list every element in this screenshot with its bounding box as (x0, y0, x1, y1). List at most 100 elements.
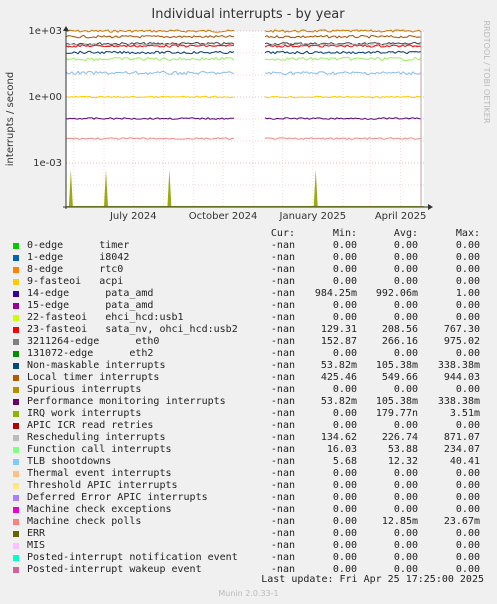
y-tick-label: 1e-03 (33, 158, 62, 169)
legend-cur-value: -nan (270, 396, 295, 407)
legend-row: Machine check exceptions -nan 0.00 0.00 0.00 (0, 504, 497, 516)
series-line (264, 117, 421, 120)
legend-max-value: 0.00 (455, 276, 480, 287)
legend-swatch (13, 303, 19, 309)
legend-max-value: 23.67m (443, 516, 480, 527)
legend-row: 131072-edge eth2 -nan 0.00 0.00 0.00 (0, 348, 497, 360)
series-line (65, 70, 235, 76)
series-spike (103, 169, 108, 207)
legend-row: Local timer interrupts -nan 425.46 549.66 94… (0, 372, 497, 384)
legend-row: 3211264-edge eth0 -nan 152.87 266.16 975.02 (0, 336, 497, 348)
legend-row: 9-fasteoi acpi -nan 0.00 0.00 0.00 (0, 276, 497, 288)
legend-cur-value: -nan (270, 240, 295, 251)
legend-swatch (13, 315, 19, 321)
legend-series-name: TLB shootdowns (27, 456, 112, 467)
legend-row: IRQ work interrupts -nan 0.00 179.77n 3.51m (0, 408, 497, 420)
legend-cur-value: -nan (270, 516, 295, 527)
legend-row: 8-edge rtc0 -nan 0.00 0.00 0.00 (0, 264, 497, 276)
series-line (264, 56, 422, 62)
legend-avg-value: 105.38m (375, 360, 418, 371)
legend-avg-value: 12.32 (387, 456, 418, 467)
legend-min-value: 0.00 (332, 504, 357, 515)
legend-swatch (13, 267, 19, 273)
legend-min-value: 53.82m (320, 360, 357, 371)
legend-row: 0-edge timer -nan 0.00 0.00 0.00 (0, 240, 497, 252)
legend-series-name: 14-edge pata_amd (27, 288, 154, 299)
y-tick-label: 1e+00 (28, 92, 62, 103)
series-line (264, 41, 422, 46)
legend-min-value: 0.00 (332, 540, 357, 551)
legend-cur-value: -nan (270, 384, 295, 395)
legend-max-value: 0.00 (455, 492, 480, 503)
header-min: Min: (332, 228, 357, 239)
legend-avg-value: 208.56 (381, 324, 418, 335)
chart-title: Individual interrupts - by year (151, 7, 345, 22)
legend-cur-value: -nan (270, 300, 295, 311)
legend-series-name: 9-fasteoi acpi (27, 276, 124, 287)
header-max: Max: (455, 228, 480, 239)
legend-row: Deferred Error APIC interrupts -nan 0.00 0.… (0, 492, 497, 504)
legend-series-name: 1-edge i8042 (27, 252, 130, 263)
legend-max-value: 234.07 (443, 444, 480, 455)
legend-series-name: 23-fasteoi sata_nv, ohci_hcd:usb2 (27, 324, 238, 335)
legend-min-value: 0.00 (332, 264, 357, 275)
legend-max-value: 0.00 (455, 468, 480, 479)
legend-max-value: 338.38m (437, 396, 480, 407)
legend-swatch (13, 423, 19, 429)
legend-swatch (13, 459, 19, 465)
legend-max-value: 0.00 (455, 540, 480, 551)
legend-series-name: Machine check exceptions (27, 504, 172, 515)
legend-min-value: 5.68 (332, 456, 357, 467)
legend-max-value: 338.38m (437, 360, 480, 371)
legend-max-value: 0.00 (455, 264, 480, 275)
legend-swatch (13, 351, 19, 357)
legend-row: 23-fasteoi sata_nv, ohci_hcd:usb2 -nan 129… (0, 324, 497, 336)
legend-swatch (13, 363, 19, 369)
legend-avg-value: 0.00 (393, 480, 418, 491)
legend-series-name: Machine check polls (27, 516, 142, 527)
legend-swatch (13, 555, 19, 561)
legend-min-value: 0.00 (332, 348, 357, 359)
legend-min-value: 984.25m (314, 288, 357, 299)
legend-min-value: 0.00 (332, 528, 357, 539)
legend-avg-value: 266.16 (381, 336, 418, 347)
legend-max-value: 0.00 (455, 348, 480, 359)
legend-avg-value: 0.00 (393, 564, 418, 575)
last-update: Last update: Fri Apr 25 17:25:00 2025 (261, 574, 484, 585)
series-line (65, 56, 235, 62)
series-line (264, 50, 422, 55)
legend-series-name: Threshold APIC interrupts (27, 480, 178, 491)
legend-swatch (13, 243, 19, 249)
legend-row: Function call interrupts -nan 16.03 53.88 23… (0, 444, 497, 456)
legend-series-name: Spurious interrupts (27, 384, 142, 395)
legend-row: Machine check polls -nan 0.00 12.85m 23.67m (0, 516, 497, 528)
legend-row: TLB shootdowns -nan 5.68 12.32 40.41 (0, 456, 497, 468)
legend-max-value: 0.00 (455, 564, 480, 575)
header-avg: Avg: (393, 228, 418, 239)
legend-row: Posted-interrupt notification event -nan 0… (0, 552, 497, 564)
legend-avg-value: 0.00 (393, 300, 418, 311)
legend-avg-value: 0.00 (393, 528, 418, 539)
legend-min-value: 129.31 (320, 324, 357, 335)
legend-series-name: Thermal event interrupts (27, 468, 172, 479)
legend-series-name: 15-edge pata_amd (27, 300, 154, 311)
legend-cur-value: -nan (270, 432, 295, 443)
legend-row: Spurious interrupts -nan 0.00 0.00 0.00 (0, 384, 497, 396)
legend-avg-value: 0.00 (393, 420, 418, 431)
legend-row: Thermal event interrupts -nan 0.00 0.00 0.00 (0, 468, 497, 480)
legend-cur-value: -nan (270, 372, 295, 383)
legend-series-name: Rescheduling interrupts (27, 432, 166, 443)
legend-max-value: 975.02 (443, 336, 480, 347)
legend-series-name: 22-fasteoi ehci_hcd:usb1 (27, 312, 184, 323)
legend-header: Cur: Min: Avg: Max: (0, 228, 497, 240)
legend-avg-value: 0.00 (393, 312, 418, 323)
legend-series-name: Posted-interrupt notification event (27, 552, 238, 563)
legend-series-name: Local timer interrupts (27, 372, 160, 383)
series-line (264, 95, 422, 99)
legend-min-value: 0.00 (332, 516, 357, 527)
legend-avg-value: 549.66 (381, 372, 418, 383)
legend-row: MIS -nan 0.00 0.00 0.00 (0, 540, 497, 552)
legend-min-value: 16.03 (326, 444, 357, 455)
legend-cur-value: -nan (270, 444, 295, 455)
x-tick-label: October 2024 (189, 211, 258, 222)
